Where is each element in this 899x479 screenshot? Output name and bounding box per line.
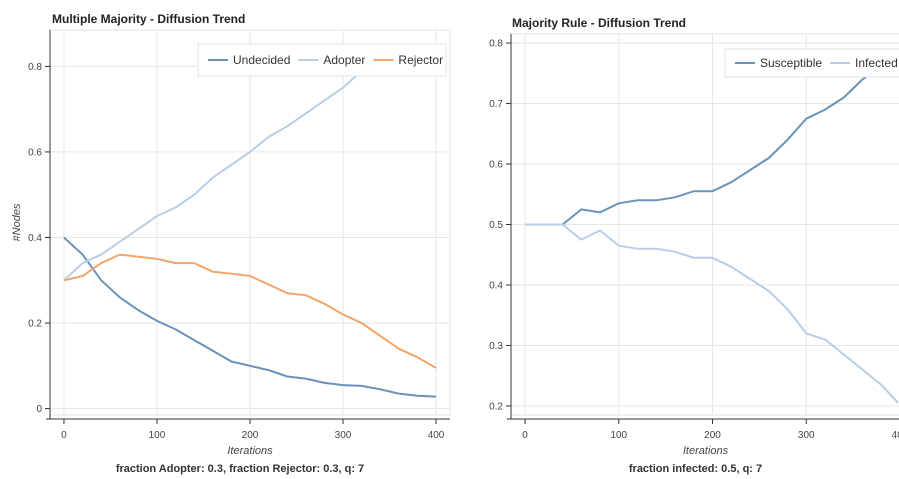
- y-tick-label: 0.3: [489, 341, 503, 352]
- x-tick-label: 0: [61, 430, 67, 441]
- x-axis-label: Iterations: [683, 445, 729, 457]
- legend-label-undecided: Undecided: [233, 53, 290, 67]
- series-line-infected: [525, 223, 899, 404]
- x-tick-label: 100: [610, 430, 627, 441]
- y-tick-label: 0.6: [489, 160, 503, 171]
- legend-label-susceptible: Susceptible: [760, 56, 822, 70]
- y-tick-label: 0.4: [28, 233, 42, 244]
- legend-label-rejector: Rejector: [398, 53, 443, 67]
- legend-box: [197, 43, 447, 77]
- y-tick-label: 0.2: [28, 319, 42, 330]
- legend-label-adopter: Adopter: [323, 53, 365, 67]
- series-line-adopter: [63, 48, 389, 282]
- chart-title: Majority Rule - Diffusion Trend: [512, 16, 686, 30]
- y-tick-label: 0.2: [489, 401, 503, 412]
- x-tick-label: 0: [522, 430, 528, 441]
- chart-2: Majority Rule - Diffusion Trend 0.2 0.3 0.4…: [489, 16, 899, 475]
- x-tick-label: 400: [892, 430, 899, 441]
- x-tick-label: 300: [335, 430, 352, 441]
- legend-label-infected: Infected: [855, 56, 898, 70]
- chart-caption: fraction Adopter: 0.3, fraction Rejector…: [116, 463, 364, 475]
- chart-caption: fraction infected: 0.5, q: 7: [629, 463, 762, 475]
- y-tick-label: 0.4: [489, 280, 503, 291]
- x-tick-label: 200: [704, 430, 721, 441]
- x-axis-label: Iterations: [227, 445, 273, 457]
- y-tick-label: 0: [36, 404, 42, 415]
- series-line-undecided: [63, 236, 437, 398]
- x-tick-label: 200: [242, 430, 259, 441]
- y-tick-label: 0.7: [489, 99, 503, 110]
- chart-1: Multiple Majority - Diffusion Trend 0 0.2 0…: [11, 12, 451, 475]
- y-tick-label: 0.8: [489, 39, 503, 50]
- x-tick-label: 100: [149, 430, 166, 441]
- series-line-rejector: [63, 253, 437, 369]
- chart-title: Multiple Majority - Diffusion Trend: [52, 12, 245, 26]
- series-line-susceptible: [525, 66, 880, 226]
- x-tick-label: 400: [428, 430, 445, 441]
- y-tick-label: 0.8: [28, 62, 42, 73]
- x-tick-label: 300: [798, 430, 815, 441]
- y-axis-label: #Nodes: [11, 203, 23, 241]
- y-tick-label: 0.5: [489, 220, 503, 231]
- y-tick-label: 0.6: [28, 147, 42, 158]
